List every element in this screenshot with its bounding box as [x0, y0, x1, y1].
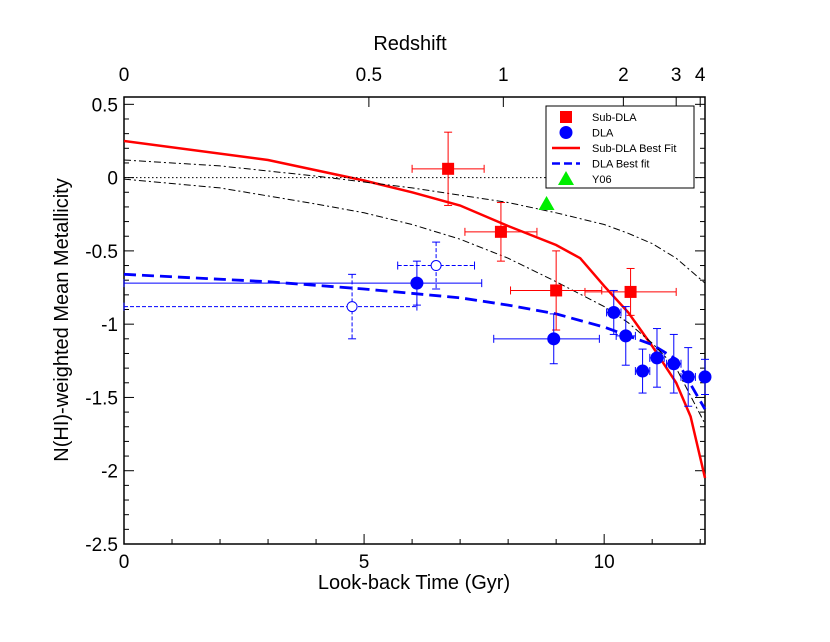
curve-sub-dla-best-fit: [123, 139, 707, 479]
dla-point: [410, 276, 424, 290]
x-tick-label: 5: [359, 552, 370, 573]
sub-dla-point: [442, 162, 455, 175]
points-layer: [123, 131, 712, 407]
plot-frame: [123, 96, 706, 545]
x-axis-title: Look-back Time (Gyr): [318, 572, 510, 594]
y-tick-label: 0.5: [92, 95, 118, 116]
legend-label: Y06: [592, 174, 612, 186]
legend: Sub-DLA DLA Sub-DLA Best Fit DLA Best fit Y0…: [545, 105, 695, 189]
dla-point: [650, 351, 664, 365]
y-axis-title: N(HI)-weighted Mean Metallicity: [51, 178, 73, 461]
top-tick-label: 3: [671, 65, 682, 86]
dla-point: [547, 332, 561, 346]
x-tick-label: 0: [119, 552, 130, 573]
legend-label: DLA: [592, 128, 614, 140]
dla-point: [619, 329, 633, 343]
top-tick-label: 1: [498, 65, 509, 86]
dla-point: [607, 305, 621, 319]
y-tick-label: -1: [101, 315, 118, 336]
top-tick-label: 0.5: [356, 65, 382, 86]
y-tick-label: -2.5: [85, 535, 118, 556]
y-tick-label: -1.5: [85, 388, 118, 409]
curve-dla-best-fit: [123, 272, 707, 410]
dla-point: [681, 370, 695, 384]
curve-upper-envelope: [123, 159, 706, 284]
dla-point: [667, 357, 681, 371]
axis-ticks: 0 5 10-2.5-2-1.5-1-0.500.50 0.5 1 2 3 4: [85, 65, 706, 573]
y06-point: [538, 195, 555, 210]
legend-symbol-circle: [559, 126, 573, 139]
top-tick-label: 2: [618, 65, 629, 86]
legend-label: DLA Best fit: [592, 159, 649, 171]
y-tick-label: -2: [101, 462, 118, 483]
sub-dla-point: [494, 225, 507, 238]
legend-label: Sub-DLA Best Fit: [592, 143, 676, 155]
y-tick-label: 0: [107, 169, 118, 190]
sub-dla-point: [550, 284, 563, 297]
top-axis-title: Redshift: [373, 33, 447, 55]
y-tick-label: -0.5: [85, 242, 118, 263]
curve-lower-envelope: [123, 178, 706, 425]
legend-label: Sub-DLA: [592, 112, 637, 124]
top-tick-label: 0: [119, 65, 130, 86]
dla-point: [698, 370, 712, 384]
legend-symbol-square: [560, 111, 572, 123]
dla-open-point: [430, 260, 442, 272]
dla-point: [636, 364, 650, 378]
top-tick-label: 4: [695, 65, 706, 86]
x-tick-label: 10: [594, 552, 615, 573]
dla-open-point: [346, 301, 358, 313]
legend-symbol-triangle: [558, 171, 574, 185]
sub-dla-point: [624, 285, 637, 298]
